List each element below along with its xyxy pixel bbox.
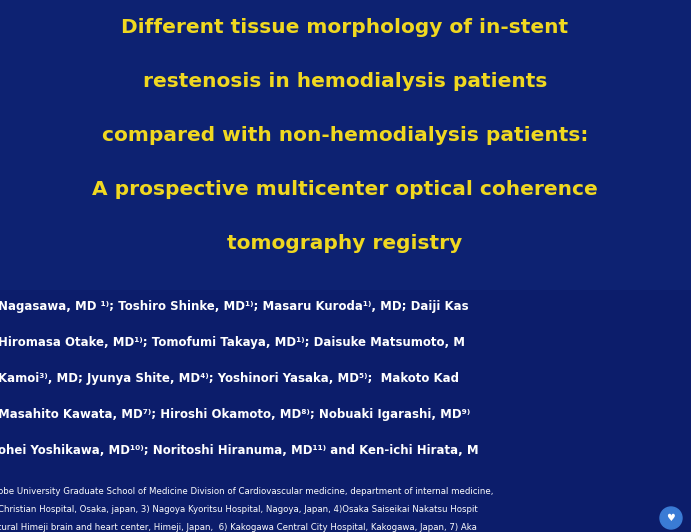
Text: Kamoi³⁾, MD; Jyunya Shite, MD⁴⁾; Yoshinori Yasaka, MD⁵⁾;  Makoto Kad: Kamoi³⁾, MD; Jyunya Shite, MD⁴⁾; Yoshino… <box>0 372 459 385</box>
Text: ♥: ♥ <box>667 513 675 523</box>
Text: restenosis in hemodialysis patients: restenosis in hemodialysis patients <box>143 72 547 91</box>
Text: Nagasawa, MD ¹⁾; Toshiro Shinke, MD¹⁾; Masaru Kuroda¹⁾, MD; Daiji Kas: Nagasawa, MD ¹⁾; Toshiro Shinke, MD¹⁾; M… <box>0 300 468 313</box>
Text: Hiromasa Otake, MD¹⁾; Tomofumi Takaya, MD¹⁾; Daisuke Matsumoto, M: Hiromasa Otake, MD¹⁾; Tomofumi Takaya, M… <box>0 336 465 349</box>
Circle shape <box>660 507 682 529</box>
Text: ohei Yoshikawa, MD¹⁰⁾; Noritoshi Hiranuma, MD¹¹⁾ and Ken-ichi Hirata, M: ohei Yoshikawa, MD¹⁰⁾; Noritoshi Hiranum… <box>0 444 479 457</box>
Text: obe University Graduate School of Medicine Division of Cardiovascular medicine, : obe University Graduate School of Medici… <box>0 487 493 496</box>
Text: tural Himeji brain and heart center, Himeji, Japan,  6) Kakogawa Central City Ho: tural Himeji brain and heart center, Him… <box>0 523 477 532</box>
Text: Christian Hospital, Osaka, japan, 3) Nagoya Kyoritsu Hospital, Nagoya, Japan, 4): Christian Hospital, Osaka, japan, 3) Nag… <box>0 505 477 514</box>
Text: tomography registry: tomography registry <box>227 234 463 253</box>
Bar <box>0 0 691 290</box>
Text: A prospective multicenter optical coherence: A prospective multicenter optical cohere… <box>92 180 598 199</box>
Text: compared with non-hemodialysis patients:: compared with non-hemodialysis patients: <box>102 126 588 145</box>
Text: Different tissue morphology of in-stent: Different tissue morphology of in-stent <box>122 18 569 37</box>
Text: Masahito Kawata, MD⁷⁾; Hiroshi Okamoto, MD⁸⁾; Nobuaki Igarashi, MD⁹⁾: Masahito Kawata, MD⁷⁾; Hiroshi Okamoto, … <box>0 408 471 421</box>
